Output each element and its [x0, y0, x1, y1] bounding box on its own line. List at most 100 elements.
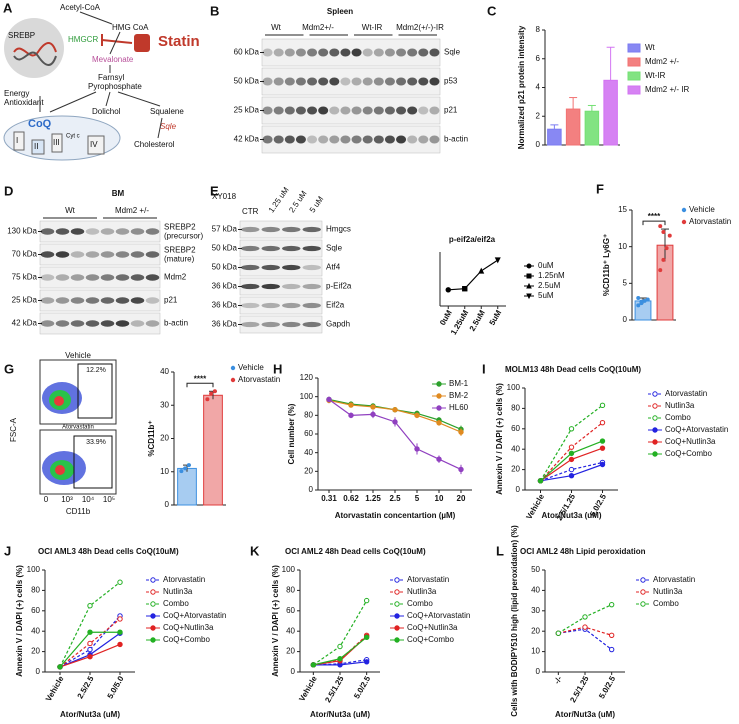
legend-label: Wt-IR — [645, 71, 666, 80]
data-point — [87, 654, 93, 660]
y-tick-label: 40 — [160, 367, 169, 376]
y-tick-label: 5 — [623, 278, 628, 287]
series-line — [448, 259, 499, 291]
data-point — [568, 473, 575, 479]
band — [429, 135, 440, 144]
band — [362, 135, 373, 144]
data-point — [363, 597, 370, 604]
band — [145, 297, 160, 304]
y-tick-label: 20 — [160, 434, 169, 443]
legend-label: Combo — [653, 599, 679, 608]
y-axis-label: Cell number (%) — [287, 403, 296, 464]
band — [351, 106, 362, 115]
data-point — [337, 643, 343, 650]
protein-label: SREBP2 — [164, 223, 196, 232]
band — [318, 106, 329, 115]
band — [85, 297, 100, 304]
flow-title: Vehicle — [65, 351, 91, 360]
y-tick-label: 40 — [511, 444, 520, 453]
y-axis-label: Annexin V / DAPI (+) cells (%) — [495, 383, 504, 495]
y-tick-label: 40 — [304, 448, 313, 457]
y-tick-label: 80 — [304, 410, 313, 419]
band — [295, 77, 306, 86]
data-point — [392, 419, 398, 425]
data-point — [326, 396, 332, 403]
kda-label: 36 kDa — [212, 282, 238, 291]
band — [340, 106, 351, 115]
band — [302, 245, 321, 252]
metabolite: Squalene — [150, 107, 184, 116]
protein-label: Atf4 — [326, 263, 341, 272]
data-point — [183, 466, 188, 471]
marker — [526, 273, 532, 279]
y-axis-label: %CD11b⁺ — [147, 420, 156, 456]
y-tick-label: 0 — [291, 667, 296, 676]
enzyme: Sqle — [160, 122, 177, 131]
data-point — [392, 407, 398, 413]
legend-label: Combo — [407, 599, 433, 608]
legend-label: CoQ+Nutlin3a — [163, 623, 214, 632]
x-tick-label: Vehicle — [44, 674, 66, 703]
complex-label: I — [16, 136, 18, 145]
band — [115, 297, 130, 304]
kda-label: 70 kDa — [12, 250, 38, 259]
x-tick-label: 1.25 — [365, 494, 381, 503]
data-point — [608, 601, 615, 608]
x-tick-label: 2.5/1.25 — [323, 674, 346, 704]
band — [261, 264, 280, 271]
marker — [394, 589, 400, 595]
band — [362, 106, 373, 115]
band — [307, 106, 318, 115]
legend-label: Mdm2 +/- IR — [645, 85, 689, 94]
band — [55, 274, 70, 281]
data-point — [87, 603, 93, 609]
y-tick-label: 40 — [286, 626, 295, 635]
kda-label: 50 kDa — [212, 263, 238, 272]
kda-label: 60 kDa — [234, 48, 260, 57]
legend-label: 5uM — [538, 291, 554, 300]
enzyme: HMGCR — [68, 35, 98, 44]
panel-label: A — [3, 0, 13, 15]
band — [284, 77, 295, 86]
data-point — [363, 659, 370, 665]
data-point — [458, 466, 464, 473]
y-tick-label: 40 — [531, 586, 540, 595]
complex-label: Cyt c — [66, 134, 80, 140]
metabolite: Pyrophosphate — [88, 82, 142, 91]
band — [282, 283, 301, 290]
data-point — [212, 389, 217, 394]
data-point — [555, 630, 562, 636]
band — [302, 321, 321, 328]
band — [262, 135, 273, 144]
bar — [203, 394, 223, 506]
band — [307, 77, 318, 86]
band — [318, 48, 329, 57]
band — [261, 283, 280, 290]
y-tick-label: 30 — [531, 606, 540, 615]
band — [340, 48, 351, 57]
band — [295, 135, 306, 144]
chart-title: OCI AML2 48h Dead cells CoQ(10uM) — [285, 547, 426, 556]
y-tick-label: 8 — [536, 25, 541, 34]
y-tick-label: 2 — [536, 111, 541, 120]
data-point — [661, 257, 666, 262]
band — [302, 302, 321, 309]
x-axis-label: Ator/Nut3a (uM) — [555, 710, 615, 719]
kda-label: 50 kDa — [234, 77, 260, 86]
band — [55, 297, 70, 304]
protein-label: SREBP2 — [164, 246, 196, 255]
band — [373, 48, 384, 57]
data-point — [642, 298, 647, 303]
legend-label: CoQ+Combo — [407, 635, 454, 644]
x-tick-label: 2.5/1.25 — [568, 674, 591, 704]
data-point — [310, 662, 317, 668]
band — [282, 226, 301, 233]
y-tick-label: 50 — [531, 565, 540, 574]
band — [261, 226, 280, 233]
legend-label: 2.5uM — [538, 281, 561, 290]
band — [70, 274, 85, 281]
gate — [77, 363, 113, 419]
band — [384, 77, 395, 86]
band — [130, 228, 145, 235]
band — [362, 77, 373, 86]
